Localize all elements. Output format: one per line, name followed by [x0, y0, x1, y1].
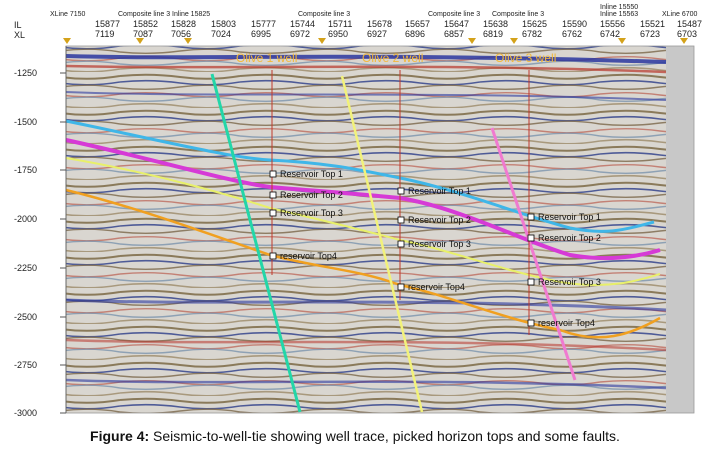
il-value: 15625 — [522, 19, 548, 29]
xl-value: 6857 — [444, 29, 465, 39]
pick-label: reservoir Top4 — [538, 318, 595, 328]
marker-triangle-icon — [468, 38, 476, 44]
il-value: 15657 — [405, 19, 431, 29]
xl-value: 6927 — [367, 29, 388, 39]
fault-green — [210, 73, 302, 413]
pick-marker — [269, 191, 277, 199]
well-label-olive3: Olive 3 well — [495, 51, 556, 65]
il-value: 15638 — [483, 19, 509, 29]
horizon-reservoir-top4 — [65, 188, 661, 339]
xl-value: 6995 — [251, 29, 272, 39]
pick-label: Reservoir Top 3 — [538, 277, 601, 287]
top-label: Composite line 3 — [298, 11, 351, 18]
depth-axis: -1250 -1500 -1750 -2000 -2250 -2500 -275… — [14, 68, 66, 418]
pick-marker — [269, 252, 277, 260]
pick-label: Reservoir Top 1 — [538, 212, 601, 222]
pick-marker — [527, 213, 535, 221]
il-axis-label: IL — [14, 20, 22, 30]
figure-caption: Figure 4: Seismic-to-well-tie showing we… — [0, 428, 710, 444]
xl-value: 6972 — [290, 29, 311, 39]
pick-label: Reservoir Top 3 — [280, 208, 343, 218]
il-value: 15828 — [171, 19, 197, 29]
il-value: 15590 — [562, 19, 588, 29]
horizon-reservoir-top1 — [65, 119, 655, 233]
marker-triangle-icon — [184, 38, 192, 44]
pick-marker — [397, 283, 405, 291]
xl-value: 6782 — [522, 29, 543, 39]
caption-text: Seismic-to-well-tie showing well trace, … — [149, 428, 620, 444]
pick-marker — [527, 234, 535, 242]
marker-triangle-icon — [136, 38, 144, 44]
il-value: 15711 — [328, 19, 353, 29]
il-value: 15521 — [640, 19, 666, 29]
pick-label: Reservoir Top 2 — [538, 233, 601, 243]
il-value: 15678 — [367, 19, 393, 29]
depth-tick-label: -1500 — [14, 117, 37, 127]
pick-marker — [527, 319, 535, 327]
fault-yellow — [340, 75, 424, 413]
top-label: Inline 15825 — [172, 11, 211, 18]
pick-marker — [397, 240, 405, 248]
pick-label: reservoir Top4 — [280, 251, 337, 261]
xl-value: 6762 — [562, 29, 583, 39]
seismic-section: Olive 1 well Olive 2 well Olive 3 well R… — [14, 45, 695, 418]
xl-axis-label: XL — [14, 30, 26, 40]
pick-marker — [527, 278, 535, 286]
xl-value: 6896 — [405, 29, 426, 39]
il-value: 15744 — [290, 19, 316, 29]
xl-value: 7087 — [133, 29, 154, 39]
il-value: 15647 — [444, 19, 470, 29]
top-label: Inline 15563 — [600, 11, 639, 18]
depth-tick-label: -2250 — [14, 263, 37, 273]
xl-value: 6950 — [328, 29, 349, 39]
pick-label: Reservoir Top 1 — [280, 169, 343, 179]
xl-value: 7024 — [211, 29, 232, 39]
il-value: 15487 — [677, 19, 703, 29]
marker-triangle-icon — [318, 38, 326, 44]
top-label: XLine 6700 — [662, 11, 698, 18]
depth-tick-label: -2750 — [14, 360, 37, 370]
pick-label: reservoir Top4 — [408, 282, 465, 292]
top-label: Composite line 3 — [492, 11, 545, 18]
pick-label: Reservoir Top 3 — [408, 239, 471, 249]
top-label: XLine 7150 — [50, 11, 86, 18]
depth-tick-label: -2000 — [14, 214, 37, 224]
xl-value: 6819 — [483, 29, 504, 39]
pick-marker — [269, 170, 277, 178]
top-label: Composite line 3 — [118, 11, 171, 18]
horizon-reservoir-top3 — [65, 157, 661, 286]
well-label-olive2: Olive 2 well — [362, 51, 423, 65]
marker-triangle-icon — [680, 38, 688, 44]
marker-triangle-icon — [510, 38, 518, 44]
xl-value: 7119 — [95, 29, 115, 39]
pick-marker — [397, 187, 405, 195]
depth-tick-label: -3000 — [14, 408, 37, 418]
horizon-reservoir-top2 — [65, 138, 661, 261]
pick-label: Reservoir Top 2 — [408, 215, 471, 225]
xl-value: 6723 — [640, 29, 661, 39]
well-label-olive1: Olive 1 well — [236, 51, 297, 65]
pick-label: Reservoir Top 2 — [280, 190, 343, 200]
top-label: Inline 15550 — [600, 4, 639, 11]
depth-tick-label: -1250 — [14, 68, 37, 78]
pick-label: Reservoir Top 1 — [408, 186, 471, 196]
pick-marker — [269, 209, 277, 217]
right-gray-margin — [666, 46, 694, 413]
il-value: 15556 — [600, 19, 626, 29]
il-value: 15877 — [95, 19, 121, 29]
xl-value: 6703 — [677, 29, 698, 39]
marker-triangle-icon — [63, 38, 71, 44]
caption-label: Figure 4: — [90, 428, 150, 444]
il-value: 15777 — [251, 19, 277, 29]
fault-pink — [490, 127, 577, 381]
il-value: 15852 — [133, 19, 159, 29]
il-value: 15803 — [211, 19, 237, 29]
xl-value: 6742 — [600, 29, 621, 39]
marker-triangle-icon — [618, 38, 626, 44]
pick-marker — [397, 216, 405, 224]
top-label: Composite line 3 — [428, 11, 481, 18]
depth-tick-label: -1750 — [14, 165, 37, 175]
depth-tick-label: -2500 — [14, 312, 37, 322]
xl-value: 7056 — [171, 29, 192, 39]
